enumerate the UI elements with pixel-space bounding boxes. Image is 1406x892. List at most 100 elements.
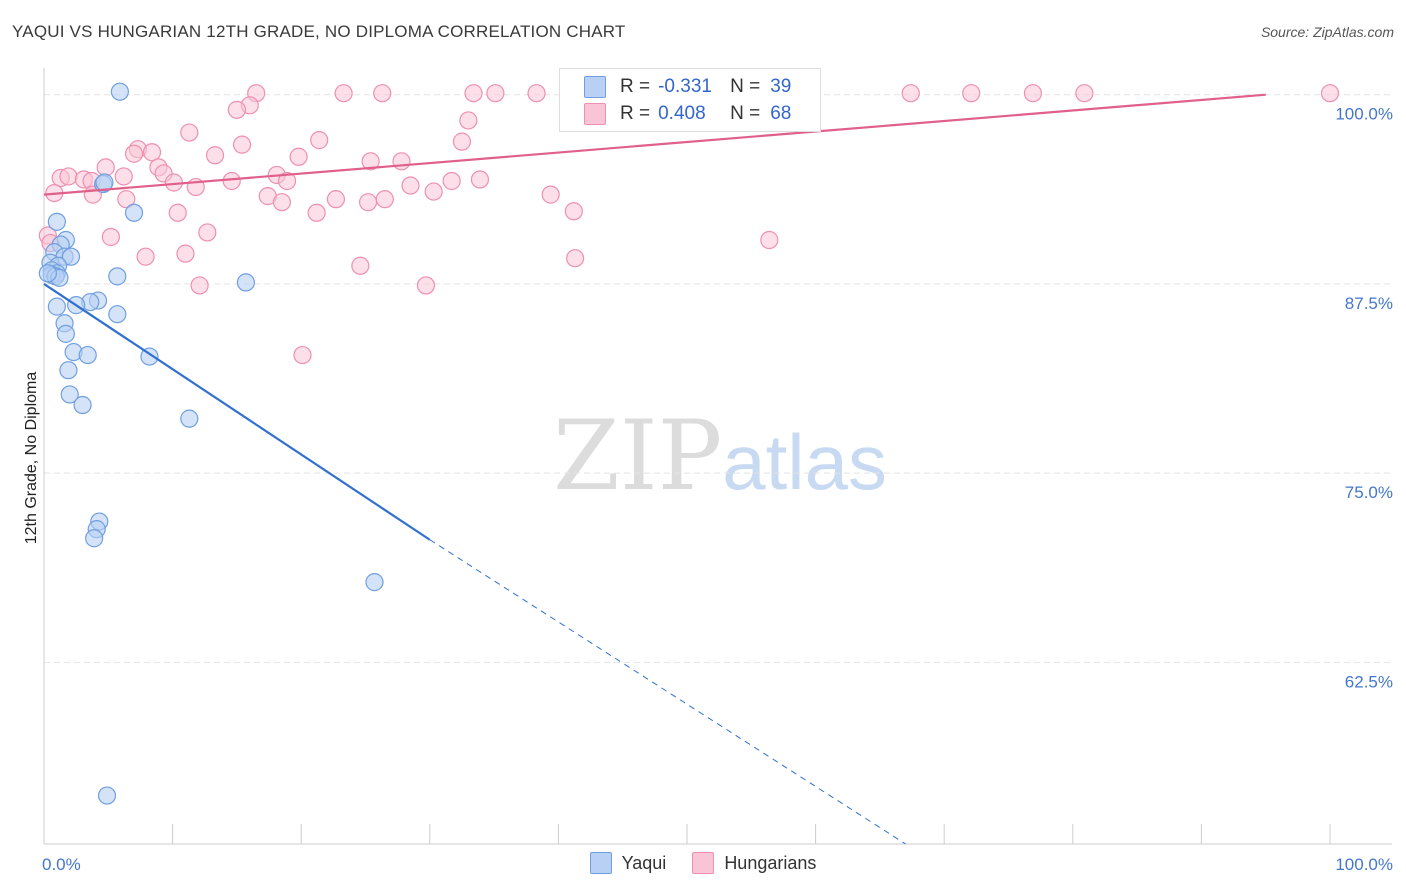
hungarians-point [564, 202, 583, 221]
yaqui-point [108, 267, 127, 286]
hungarians-point [962, 84, 981, 103]
legend-row-yaqui: R = -0.331 N = 39 [584, 74, 791, 100]
hungarians-point [293, 345, 312, 365]
hungarians-point [310, 131, 329, 150]
yaqui-point [365, 573, 384, 592]
r-label: R = [620, 103, 651, 124]
hungarians-point [541, 185, 560, 204]
yaqui-point [97, 786, 117, 805]
hungarians-points [38, 84, 1340, 365]
hungarians-point [901, 84, 920, 103]
yaqui-point [61, 247, 81, 266]
yaqui-point [60, 385, 79, 404]
y-tick-label: 100.0% [1335, 105, 1393, 124]
n-value: 68 [770, 103, 792, 124]
x-tick-label: 0.0% [42, 855, 81, 874]
yaqui-point [78, 345, 97, 365]
hungarians-point [1075, 84, 1094, 103]
hungarians-point [136, 247, 155, 266]
hungarians-point [307, 203, 326, 222]
hungarians-point [289, 147, 308, 166]
trend-lines [43, 93, 1266, 845]
yaqui-point [180, 409, 199, 428]
hungarians-trend-line [43, 93, 1266, 196]
hungarians-point [361, 152, 380, 171]
yaqui-point [124, 203, 144, 222]
hungarians-point [334, 84, 353, 103]
yaqui-point [47, 297, 66, 316]
n-label: N = [730, 76, 761, 97]
hungarians-point [180, 123, 199, 142]
yaqui-point [73, 395, 92, 415]
hungarians-point [470, 170, 490, 189]
x-tick-label: 100.0% [1335, 855, 1393, 874]
hungarians-point [375, 190, 394, 209]
y-tick-label: 62.5% [1345, 672, 1393, 691]
hungarians-point [227, 100, 246, 119]
hungarians-point [272, 193, 292, 212]
watermark-zip: ZIP [553, 400, 723, 512]
yaqui-point [108, 305, 127, 324]
yaqui-point [236, 273, 256, 292]
hungarians-legend-swatch [692, 852, 715, 874]
yaqui-point [85, 529, 104, 548]
hungarians-point [392, 152, 411, 171]
hungarians-point [176, 244, 195, 263]
hungarians-point [416, 276, 436, 295]
grid-lines [44, 94, 1392, 663]
watermark-atlas: atlas [722, 418, 887, 506]
hungarians-point [424, 182, 443, 201]
yaqui-trend-line [43, 283, 431, 541]
hungarians-point [1023, 84, 1043, 103]
hungarians-point [760, 230, 779, 250]
hungarians-point [101, 227, 120, 247]
r-value: -0.331 [658, 76, 712, 97]
yaqui-point [59, 361, 78, 380]
hungarians-point [459, 111, 478, 130]
axes [43, 68, 1392, 845]
hungarians-point [168, 203, 187, 222]
yaqui-point [38, 264, 57, 283]
hungarians-point [277, 171, 297, 191]
hungarians-point [190, 276, 209, 295]
hungarians-point [222, 171, 241, 191]
chart-title: YAQUI VS HUNGARIAN 12TH GRADE, NO DIPLOM… [12, 22, 626, 41]
source-label: Source: ZipAtlas.com [1260, 24, 1394, 40]
series-legend: Yaqui Hungarians [0, 852, 1406, 874]
hungarians-point [527, 84, 546, 103]
hungarians-point [452, 132, 472, 151]
r-value: 0.408 [658, 103, 706, 124]
hungarians-point [401, 176, 420, 195]
hungarians-point [142, 143, 162, 162]
hungarians-point [566, 249, 585, 268]
hungarians-point [464, 84, 483, 103]
yaqui-swatch [584, 76, 606, 98]
hungarians-point [358, 193, 378, 212]
hungarians-point [326, 190, 346, 209]
legend-item-hungarians[interactable]: Hungarians [692, 852, 816, 874]
y-tick-label: 87.5% [1345, 294, 1393, 313]
legend-row-hungarians: R = 0.408 N = 68 [584, 101, 791, 127]
hungarians-point [59, 167, 78, 186]
n-value: 39 [770, 76, 792, 97]
hungarians-point [442, 171, 461, 191]
hungarians-point [232, 135, 252, 154]
hungarians-point [351, 256, 370, 275]
hungarians-point [205, 146, 225, 165]
hungarians-point [486, 84, 505, 103]
yaqui-point [95, 173, 114, 192]
yaqui-legend-swatch [589, 852, 612, 874]
n-label: N = [730, 103, 761, 124]
hungarians-point [373, 84, 392, 103]
watermark: ZIPatlas [553, 400, 887, 512]
stats-legend: R = -0.331 N = 39 R = 0.408 N = 68 [559, 68, 821, 132]
y-tick-label: 75.0% [1345, 483, 1393, 502]
yaqui-points [38, 82, 384, 805]
yaqui-point [47, 212, 66, 231]
legend-item-yaqui[interactable]: Yaqui [589, 852, 666, 874]
hungarians-point [1320, 84, 1340, 103]
yaqui-trend-extension [429, 539, 906, 845]
tick-labels: 100.0% 87.5% 75.0% 62.5% 0.0% 100.0% [42, 105, 1393, 874]
hungarians-point [124, 144, 144, 163]
